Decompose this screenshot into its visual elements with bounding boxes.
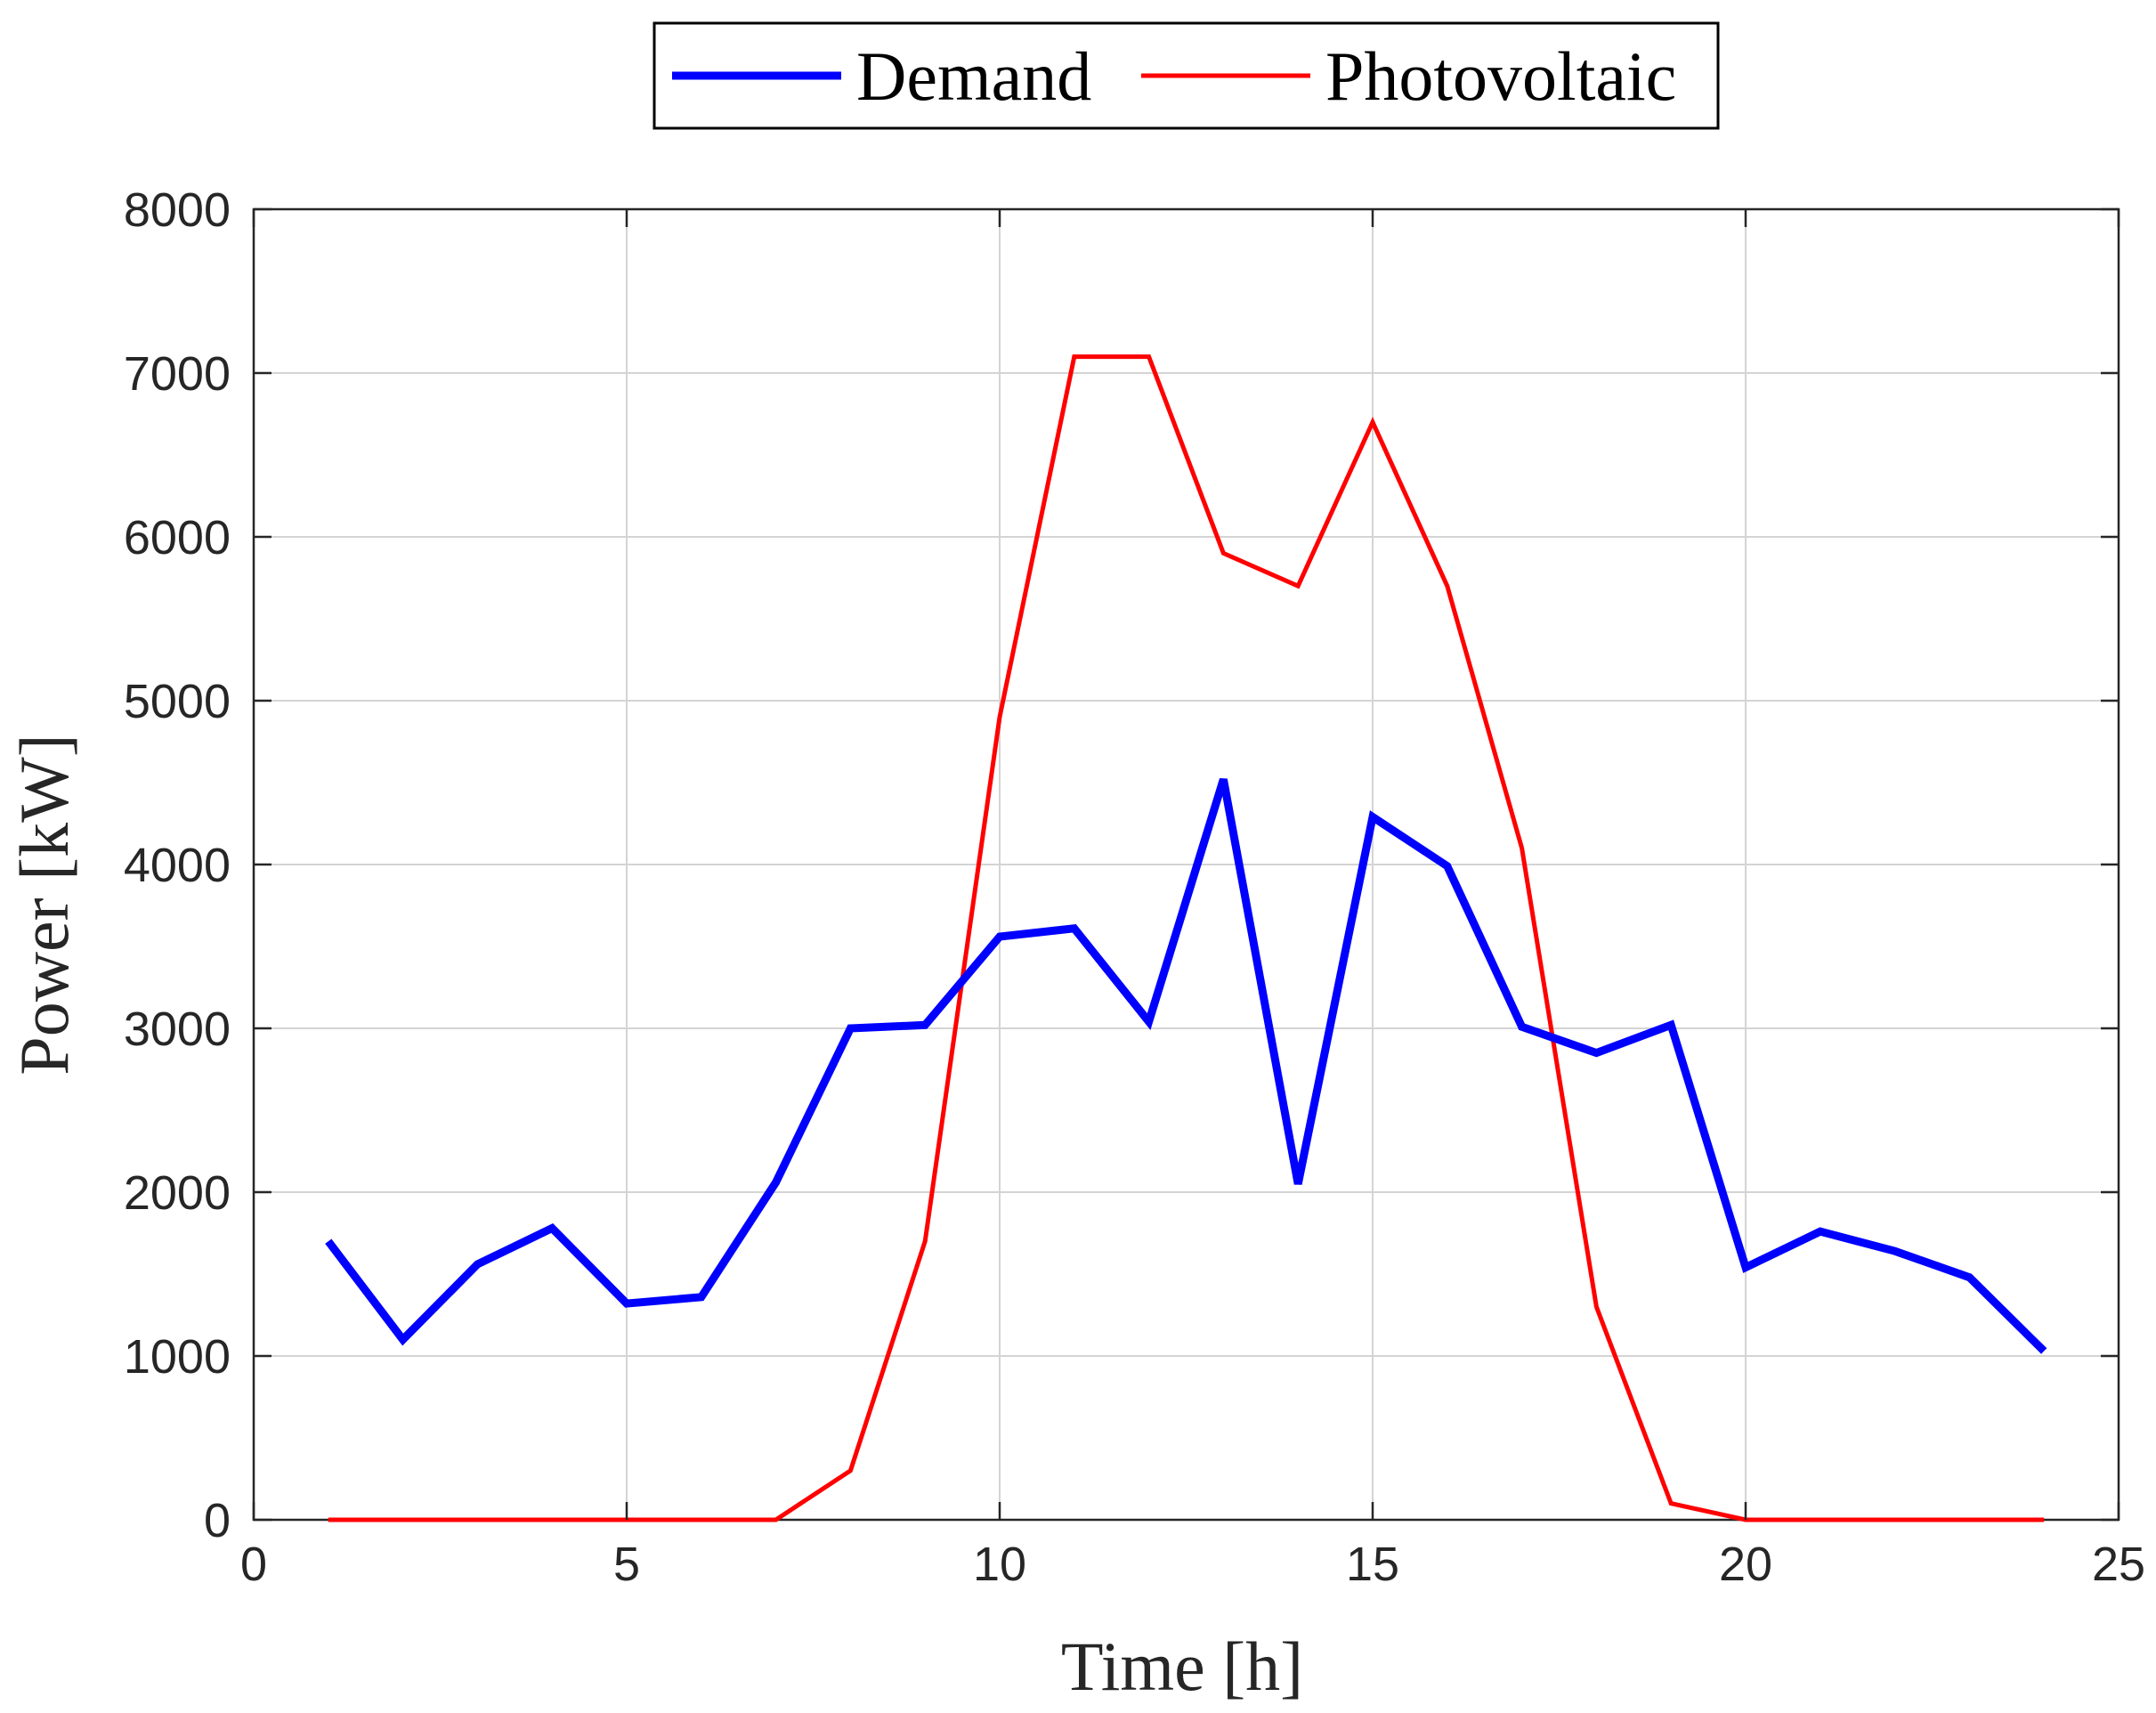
x-tick-label: 25 <box>2092 1538 2145 1591</box>
x-tick-label: 15 <box>1346 1538 1399 1591</box>
grid-lines <box>254 209 2119 1520</box>
series-line-demand <box>325 777 2047 1354</box>
y-tick-label: 4000 <box>124 839 231 892</box>
y-tick-label: 5000 <box>124 675 231 728</box>
y-tick-label: 3000 <box>124 1003 231 1056</box>
legend-demand-label: Demand <box>856 37 1091 115</box>
x-tick-label: 5 <box>613 1538 640 1591</box>
x-axis-title: Time [h] <box>1061 1628 1303 1705</box>
y-tick-label: 0 <box>204 1494 231 1547</box>
y-tick-label: 6000 <box>124 511 231 564</box>
y-tick-label: 2000 <box>124 1166 231 1220</box>
y-tick-label: 7000 <box>124 347 231 401</box>
x-tick-label: 0 <box>240 1538 267 1591</box>
legend: Demand Photovoltaic <box>652 21 1720 130</box>
axis-ticks <box>252 207 2120 1522</box>
x-tick-label: 20 <box>1719 1538 1772 1591</box>
y-tick-label: 8000 <box>124 183 231 237</box>
legend-photovoltaic-label: Photovoltaic <box>1325 37 1676 115</box>
series-layer <box>325 354 2047 1522</box>
x-tick-label: 10 <box>973 1538 1026 1591</box>
y-axis-title: Power [kW] <box>5 734 83 1075</box>
series-line-photovoltaic <box>328 354 2045 1522</box>
y-tick-label: 1000 <box>124 1330 231 1384</box>
tick-labels: 0 5 10 15 20 25 0 1000 2000 3000 4000 5000 6000 7000 8… <box>124 183 2145 1591</box>
